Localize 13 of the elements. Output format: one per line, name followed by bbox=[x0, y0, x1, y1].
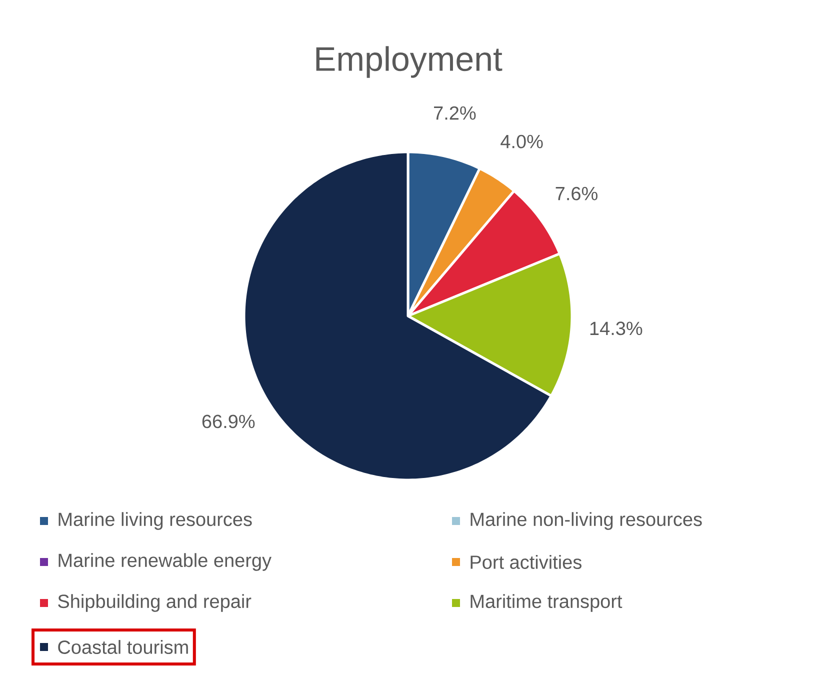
legend-label: Marine non-living resources bbox=[470, 512, 702, 530]
data-label: 7.2% bbox=[434, 106, 476, 120]
legend-label: Marine renewable energy bbox=[58, 553, 272, 571]
legend-label: Marine living resources bbox=[58, 512, 252, 530]
legend-label: Maritime transport bbox=[470, 594, 622, 612]
data-label: 14.3% bbox=[590, 322, 642, 336]
legend-label: Shipbuilding and repair bbox=[58, 594, 252, 612]
chart-title: Employment bbox=[316, 46, 502, 78]
data-label: 66.9% bbox=[202, 414, 255, 428]
legend-label: Port activities bbox=[470, 555, 582, 569]
legend-label: Coastal tourism bbox=[58, 640, 188, 654]
data-label: 4.0% bbox=[500, 134, 543, 148]
data-label: 7.6% bbox=[556, 186, 598, 200]
